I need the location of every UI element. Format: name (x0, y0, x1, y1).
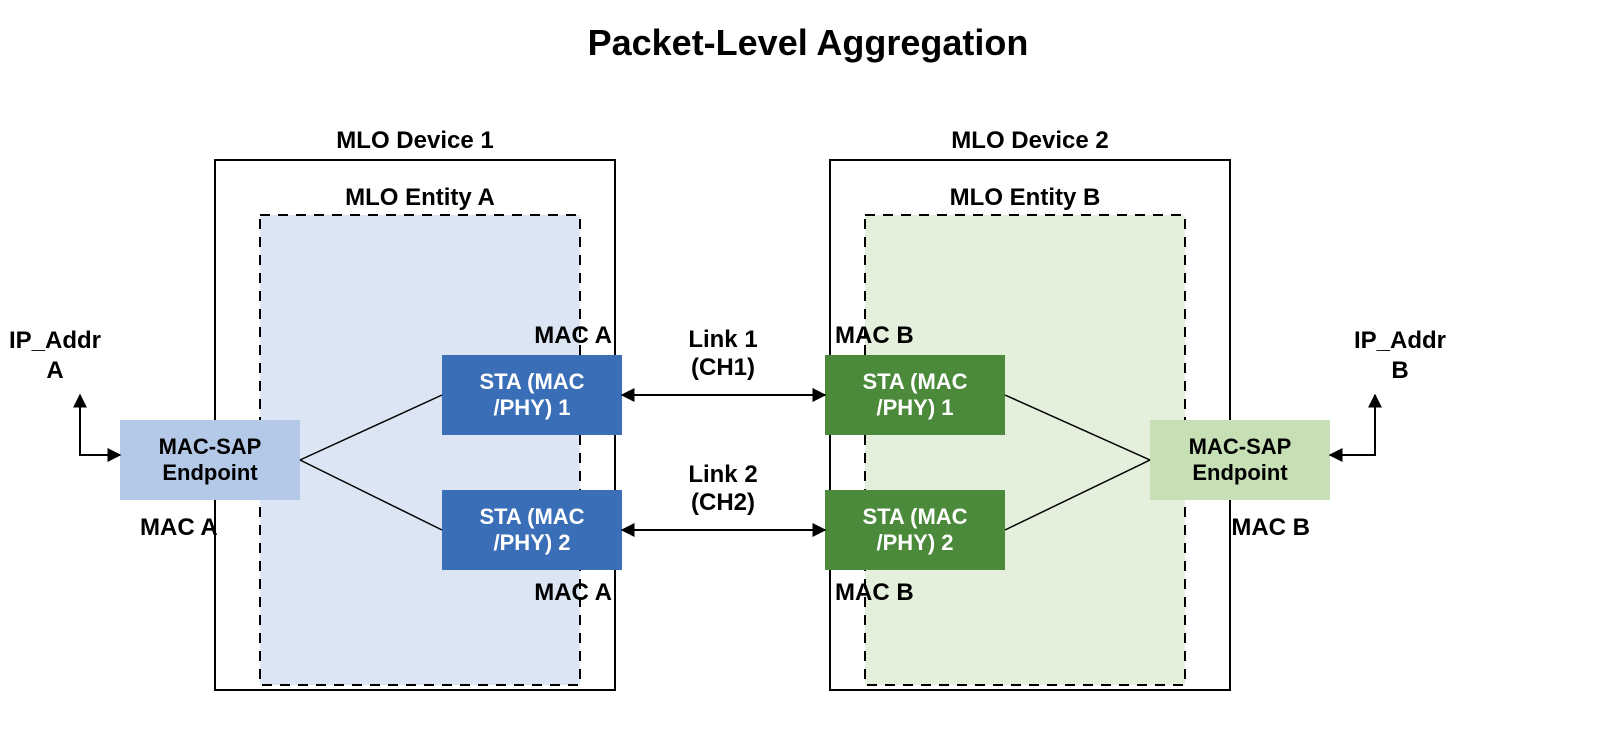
sta-a2-box-label-2: /PHY) 2 (493, 530, 570, 555)
mlo-device-2-title: MLO Device 2 (951, 127, 1108, 154)
ip-addr-a-label-2: A (46, 357, 63, 384)
link-1-label-2: (CH1) (691, 354, 755, 381)
mlo-entity-b-box (865, 215, 1185, 685)
diagram-title: Packet-Level Aggregation (588, 22, 1029, 63)
mac-a-bottom-label: MAC A (534, 579, 612, 606)
sta-b1-box-label-2: /PHY) 1 (876, 395, 953, 420)
endpoint-b-label-1: MAC-SAP (1189, 434, 1292, 459)
sta-a2-box-label-1: STA (MAC (479, 504, 584, 529)
sta-a1-box-label-2: /PHY) 1 (493, 395, 570, 420)
mac-b-top-label: MAC B (835, 322, 914, 349)
endpoint-b-label-2: Endpoint (1192, 460, 1288, 485)
mlo-entity-a-title: MLO Entity A (345, 184, 495, 211)
mac-a-top-label: MAC A (534, 322, 612, 349)
ip-addr-b-label-2: B (1391, 357, 1408, 384)
mlo-device-1-title: MLO Device 1 (336, 127, 493, 154)
ip-addr-a-label-1: IP_Addr (9, 327, 101, 354)
ip-addr-a-arrow (80, 395, 120, 455)
link-1-label-1: Link 1 (688, 326, 757, 353)
mac-b-bottom-label: MAC B (835, 579, 914, 606)
endpoint-b-mac-label: MAC B (1231, 514, 1310, 541)
mlo-entity-a-box (260, 215, 580, 685)
ip-addr-b-label-1: IP_Addr (1354, 327, 1446, 354)
sta-b1-box-label-1: STA (MAC (862, 369, 967, 394)
link-2-label-2: (CH2) (691, 489, 755, 516)
mlo-entity-b-title: MLO Entity B (950, 184, 1101, 211)
endpoint-a-label-1: MAC-SAP (159, 434, 262, 459)
ip-addr-b-arrow (1330, 395, 1375, 455)
sta-a1-box-label-1: STA (MAC (479, 369, 584, 394)
sta-b2-box-label-2: /PHY) 2 (876, 530, 953, 555)
sta-b2-box-label-1: STA (MAC (862, 504, 967, 529)
endpoint-a-mac-label: MAC A (140, 514, 218, 541)
endpoint-a-label-2: Endpoint (162, 460, 258, 485)
link-2-label-1: Link 2 (688, 461, 757, 488)
